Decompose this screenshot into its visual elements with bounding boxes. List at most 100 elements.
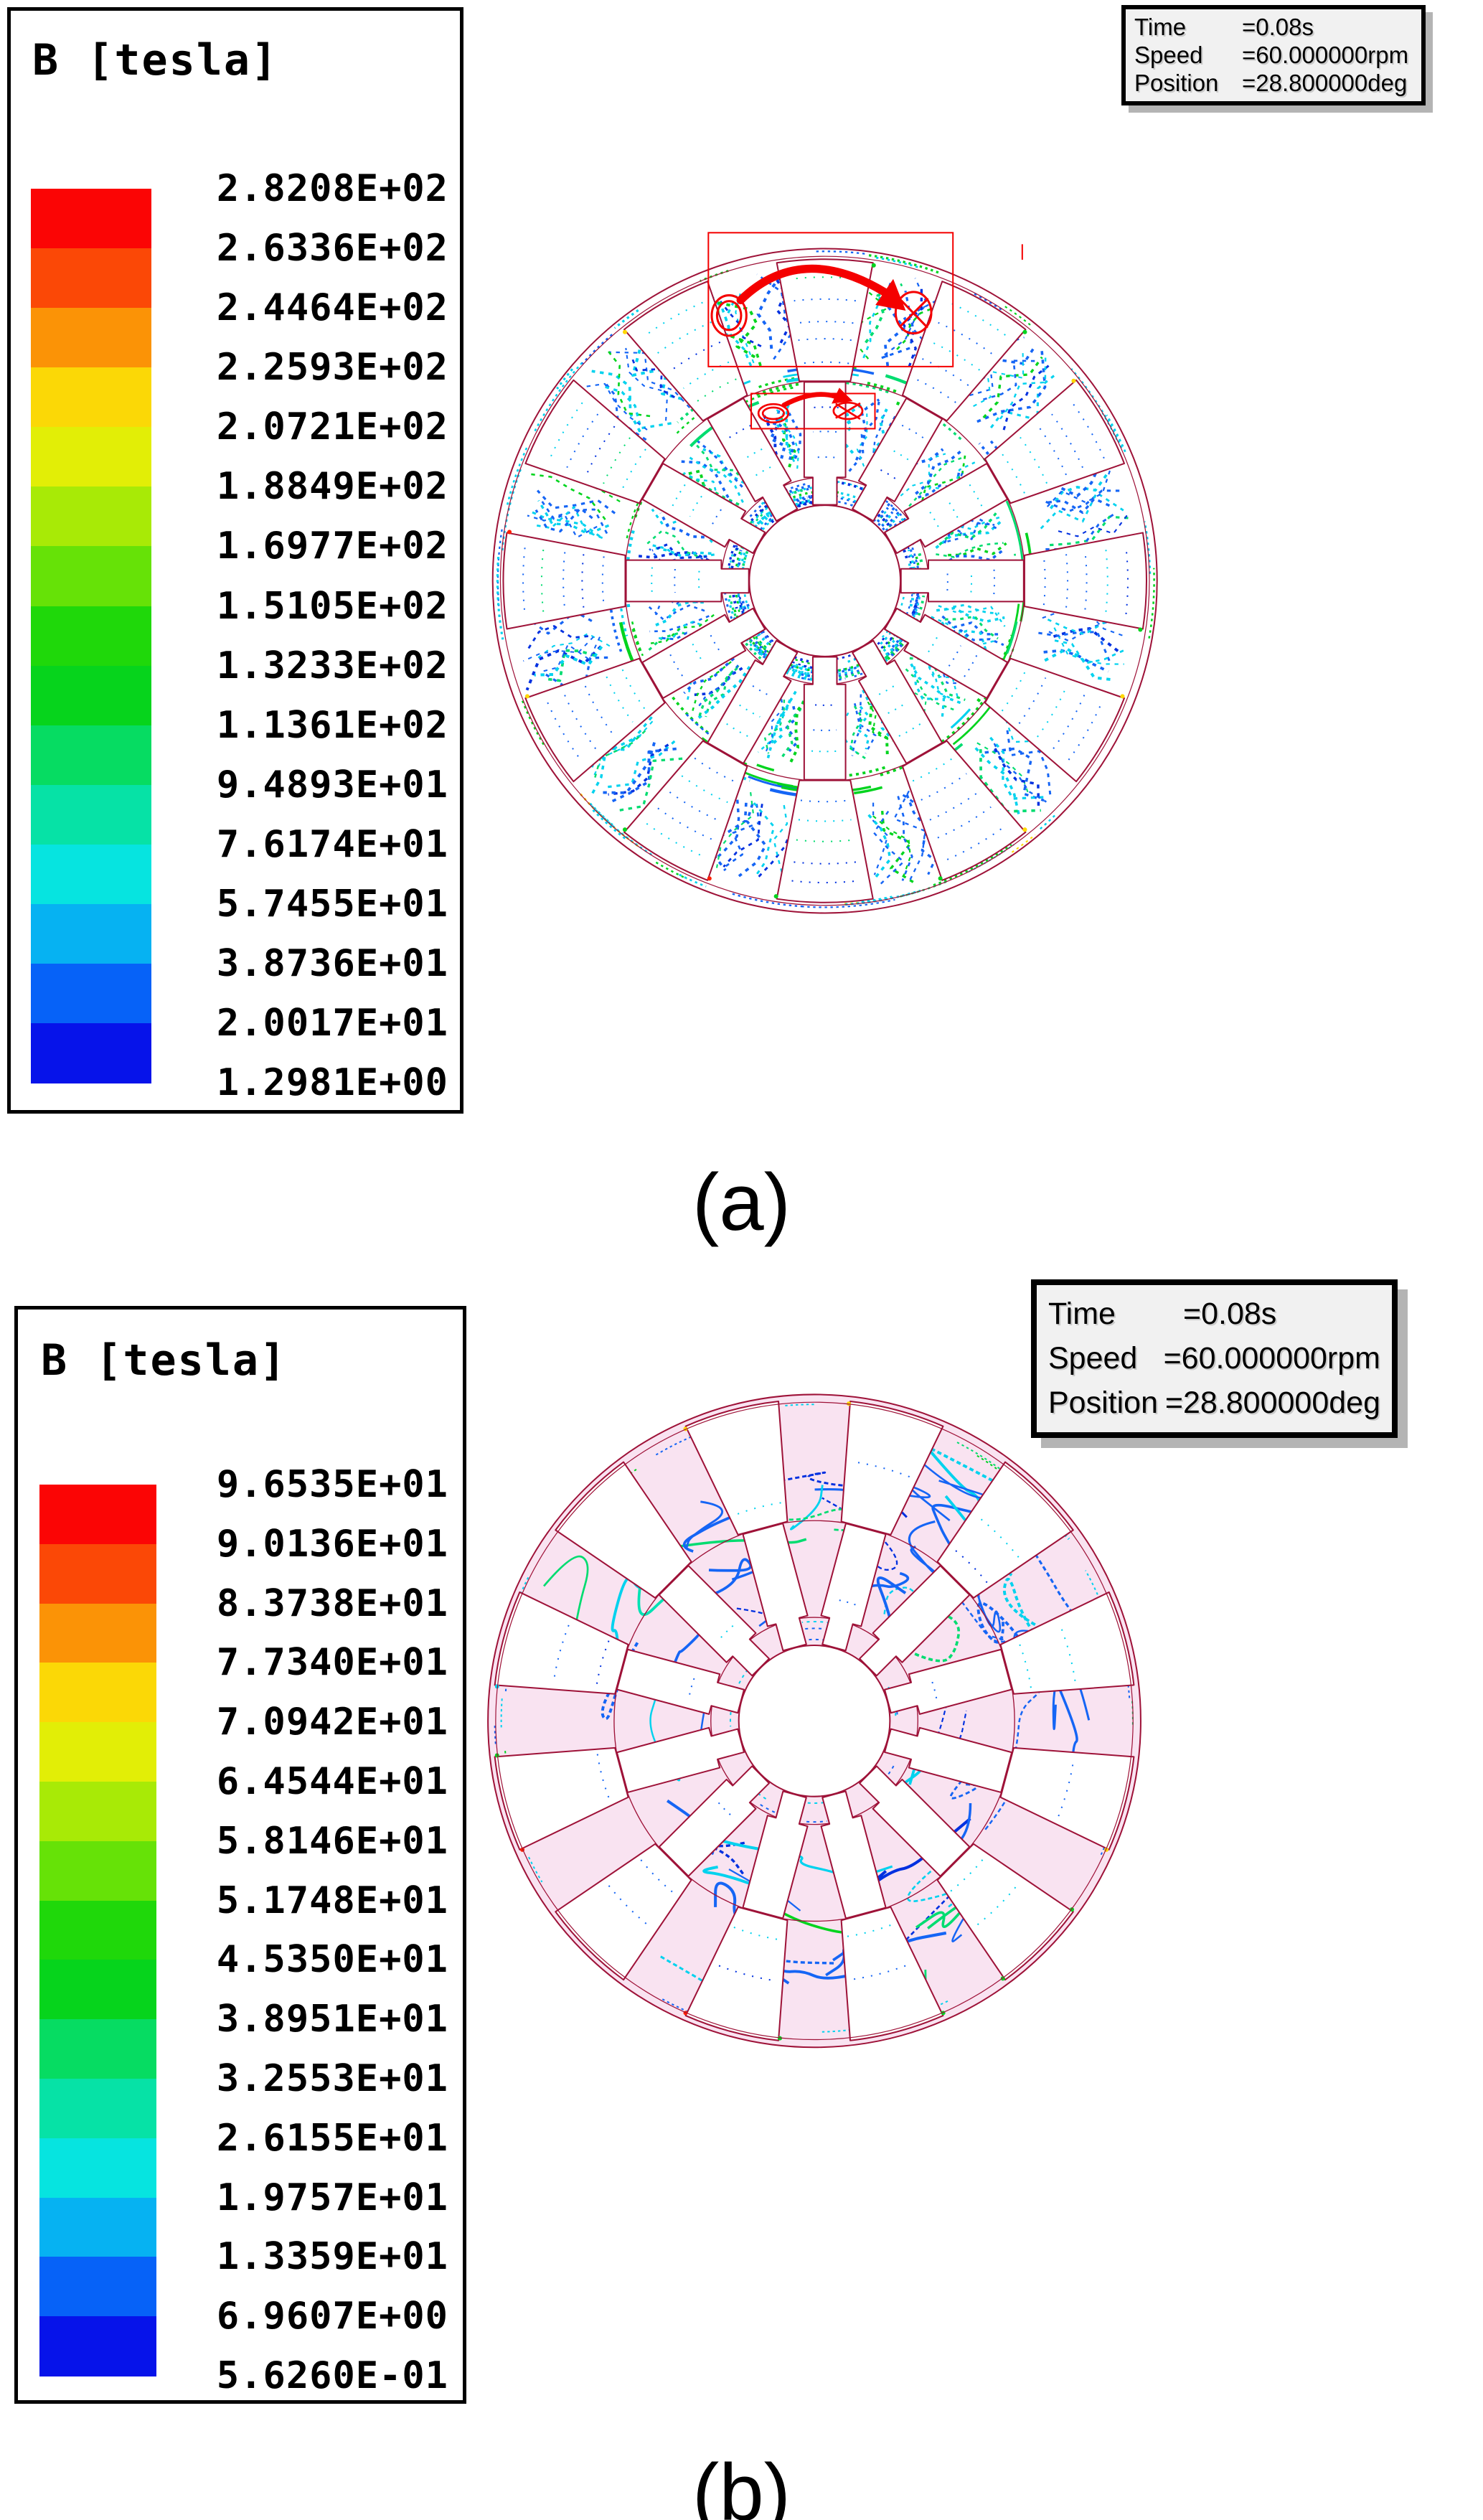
hot-spot-mark bbox=[777, 2036, 783, 2041]
slot-contours bbox=[552, 1461, 1076, 1982]
legend-color-band bbox=[39, 1782, 156, 1842]
rotor-slot bbox=[900, 559, 1025, 603]
legend-color-band bbox=[39, 1960, 156, 2020]
outer-boundary-circle bbox=[487, 1393, 1141, 2049]
legend-title: B [tesla] bbox=[41, 1335, 288, 1386]
rotor-slot bbox=[884, 462, 1009, 555]
legend-value: 1.3359E+01 bbox=[216, 2235, 448, 2279]
legend-color-band bbox=[39, 2257, 156, 2317]
legend-value: 4.5350E+01 bbox=[216, 1938, 448, 1982]
rotor-slot bbox=[658, 1565, 770, 1677]
hot-spot-mark bbox=[494, 1684, 499, 1689]
legend-value: 1.1361E+02 bbox=[216, 703, 448, 747]
legend-value: 9.4893E+01 bbox=[216, 763, 448, 807]
rotor-slot bbox=[859, 1765, 971, 1877]
current-in-icon bbox=[894, 291, 933, 335]
info-label: Time bbox=[1134, 14, 1187, 41]
stator-slot bbox=[524, 657, 666, 783]
hot-spot-mark bbox=[524, 694, 529, 699]
slot-contours bbox=[522, 276, 1129, 884]
solver-info-box-a: Time =0.08s Speed =60.000000rpm Position =2… bbox=[1121, 5, 1426, 105]
motor-cross-section-a bbox=[491, 248, 1158, 914]
rotor-slot bbox=[616, 1726, 745, 1793]
legend-value: 5.7455E+01 bbox=[216, 882, 448, 926]
stator-slot bbox=[901, 740, 1027, 881]
stator-slot bbox=[494, 1746, 629, 1851]
stator-slot bbox=[684, 1400, 788, 1536]
stator-slot bbox=[840, 1906, 944, 2041]
rotor-slot bbox=[852, 639, 943, 764]
legend-color-band bbox=[31, 1023, 151, 1083]
hot-spot-mark bbox=[494, 1753, 499, 1758]
stator-slot bbox=[984, 379, 1126, 504]
legend-value: 3.8736E+01 bbox=[216, 941, 448, 985]
rotor-slot bbox=[707, 639, 799, 764]
legend-value: 7.0942E+01 bbox=[216, 1701, 448, 1744]
stator-slot bbox=[999, 1746, 1135, 1851]
hot-spot-mark bbox=[622, 827, 627, 832]
legend-value: 1.2981E+00 bbox=[216, 1061, 448, 1104]
info-value: =28.800000deg bbox=[1164, 1385, 1380, 1420]
rotor-slot bbox=[742, 1790, 809, 1919]
hot-spot-mark bbox=[1120, 694, 1125, 699]
rotor-yoke-circle bbox=[710, 1617, 918, 1825]
current-out-icon bbox=[715, 300, 743, 332]
slots bbox=[502, 258, 1147, 903]
info-row: Speed =60.000000rpm bbox=[1134, 42, 1413, 69]
rotor-slot bbox=[820, 1523, 887, 1652]
hot-spot-mark bbox=[847, 1401, 852, 1406]
arrowhead-icon bbox=[875, 278, 906, 311]
legend-color-band bbox=[39, 2079, 156, 2139]
legend-color-band bbox=[39, 2197, 156, 2258]
solver-info-box-b: Time =0.08s Speed =60.000000rpm Position =2… bbox=[1031, 1279, 1398, 1438]
legend-value: 7.6174E+01 bbox=[216, 822, 448, 866]
rim-inner-circle bbox=[499, 255, 1150, 906]
info-label: Speed bbox=[1134, 41, 1203, 68]
legend-color-band bbox=[31, 725, 151, 786]
flux-plot-b bbox=[487, 1393, 1141, 2049]
current-out-icon bbox=[761, 406, 786, 420]
legend-value: 2.6155E+01 bbox=[216, 2116, 448, 2160]
info-value: =0.08s bbox=[1242, 14, 1314, 41]
info-label: Speed bbox=[1048, 1340, 1138, 1376]
legend-value: 2.0721E+02 bbox=[216, 405, 448, 449]
stator-slot bbox=[684, 1906, 788, 2041]
hot-spot-mark bbox=[1022, 329, 1027, 334]
shaft-circle bbox=[748, 504, 902, 657]
legend-color-band bbox=[39, 1663, 156, 1723]
coil-link-arrow bbox=[736, 264, 890, 304]
info-value: =0.08s bbox=[1183, 1297, 1277, 1332]
legend-value: 2.6336E+02 bbox=[216, 227, 448, 271]
outer-boundary-circle bbox=[491, 248, 1158, 914]
info-label: Position bbox=[1134, 69, 1219, 96]
rotor-slot bbox=[820, 1790, 887, 1919]
legend-color-band bbox=[31, 784, 151, 845]
hot-spot-mark bbox=[773, 894, 778, 899]
rotor-slot bbox=[641, 462, 766, 555]
hot-spot-mark bbox=[938, 876, 943, 881]
legend-value: 3.2553E+01 bbox=[216, 2057, 448, 2100]
rotor-slot bbox=[641, 607, 766, 700]
stator-slot bbox=[984, 657, 1126, 783]
flux-plot-a bbox=[491, 232, 1158, 914]
info-row: Position =28.800000deg bbox=[1048, 1386, 1380, 1421]
stator-slot bbox=[555, 1461, 692, 1599]
annotation-rect-outer bbox=[707, 232, 954, 367]
info-row: Time =0.08s bbox=[1048, 1297, 1380, 1332]
stator-slot bbox=[502, 532, 626, 630]
legend-color-band bbox=[39, 2019, 156, 2079]
rotor-slot bbox=[658, 1765, 770, 1877]
legend-color-band bbox=[31, 844, 151, 905]
coil-link-arrow bbox=[781, 392, 838, 408]
legend-value: 1.3233E+02 bbox=[216, 644, 448, 687]
slots bbox=[494, 1400, 1135, 2041]
legend-value: 9.6535E+01 bbox=[216, 1463, 448, 1506]
rotor-slot bbox=[707, 398, 799, 522]
hot-spot-mark bbox=[507, 530, 512, 535]
legend-color-band bbox=[31, 546, 151, 607]
legend-color-band bbox=[31, 308, 151, 368]
info-value: =60.000000rpm bbox=[1163, 1340, 1380, 1376]
arrowhead-icon bbox=[832, 387, 853, 404]
legend-value: 1.6977E+02 bbox=[216, 525, 448, 568]
